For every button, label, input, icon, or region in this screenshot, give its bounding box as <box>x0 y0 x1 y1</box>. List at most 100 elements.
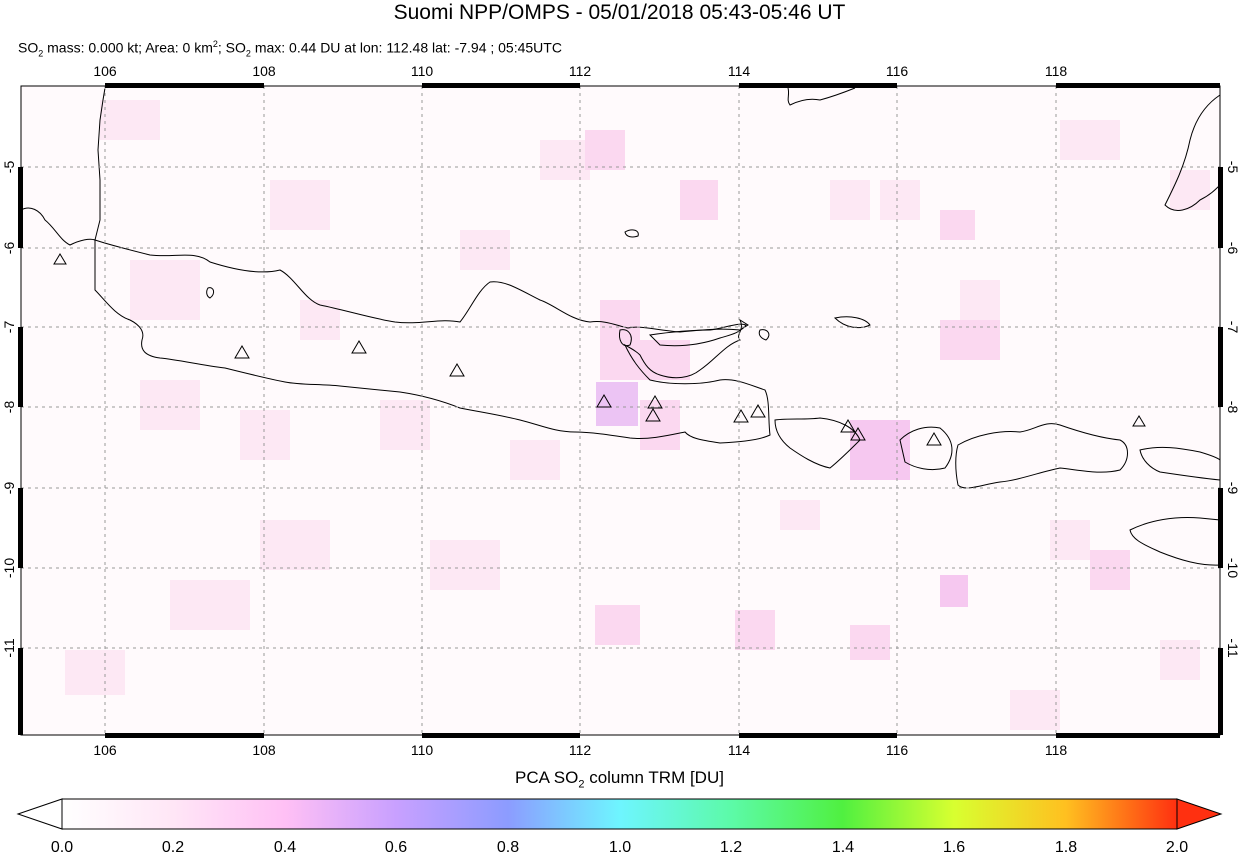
lon-label: 110 <box>411 63 434 79</box>
colorbar-right-arrow <box>1176 798 1223 830</box>
so2-pixel <box>260 520 330 570</box>
so2-pixel <box>1060 120 1120 160</box>
so2-pixel <box>596 382 638 426</box>
map-title: Suomi NPP/OMPS - 05/01/2018 05:43-05:46 … <box>393 1 846 24</box>
so2-pixel <box>850 420 910 480</box>
colorbar-tick-label: 1.8 <box>1055 839 1077 855</box>
border-bar <box>422 83 580 88</box>
lat-label: -10 <box>1225 558 1239 578</box>
border-bar <box>739 733 897 738</box>
so2-pixel <box>850 625 890 660</box>
colorbar-label: PCA SO2 column TRM [DU] <box>0 768 1239 794</box>
colorbar-label-sub: 2 <box>578 778 585 791</box>
lon-label: 106 <box>93 742 117 758</box>
border-bar <box>739 83 897 88</box>
lat-label: -6 <box>1225 242 1239 255</box>
triangle-volcano-icon <box>840 419 856 433</box>
lon-label: 112 <box>569 63 592 79</box>
so2-pixel <box>1170 170 1210 210</box>
colorbar-left-arrow <box>16 798 63 830</box>
lat-label: -8 <box>1 401 17 414</box>
lon-label: 106 <box>93 63 117 79</box>
java-coast <box>94 239 771 444</box>
so2-pixel <box>960 280 1000 320</box>
lon-label: 118 <box>1045 742 1068 758</box>
lat-labels-left: -5 -6 -7 -8 -9 -10 -11 <box>1 161 17 658</box>
so2-pixel <box>585 130 625 170</box>
lon-label: 108 <box>252 742 276 758</box>
so2-pixel <box>880 180 920 220</box>
so2-pixel <box>640 340 690 380</box>
triangle-volcano-icon <box>645 408 661 422</box>
sumba-coast <box>1129 517 1221 566</box>
island-coast <box>206 287 215 299</box>
lon-label: 112 <box>569 742 592 758</box>
so2-pixel <box>1090 550 1130 590</box>
lat-label: -5 <box>1 161 17 174</box>
subtitle-max-sub: 2 <box>245 48 251 59</box>
colorbar-tick-label: 1.2 <box>720 839 742 855</box>
lon-label: 108 <box>252 63 276 79</box>
map-subtitle: SO2 mass: 0.000 kt; Area: 0 km2; SO2 max… <box>18 35 562 62</box>
so2-pixel <box>270 180 330 230</box>
lon-label: 116 <box>886 63 909 79</box>
colorbar-tick-label: 0.6 <box>385 839 407 855</box>
so2-pixel <box>940 210 975 240</box>
triangle-volcano-icon <box>596 394 612 408</box>
colorbar-tick-label: 0.2 <box>162 839 184 855</box>
triangle-volcano-icon <box>1132 415 1146 427</box>
so2-pixel <box>510 440 560 480</box>
island-coast <box>619 329 632 347</box>
lat-label: -10 <box>1 558 17 578</box>
so2-pixel <box>430 540 500 590</box>
so2-map: 106 108 110 112 114 116 118 106 108 110 … <box>1 63 1239 758</box>
so2-pixel <box>300 300 340 340</box>
colorbar-tick-label: 0.8 <box>497 839 519 855</box>
lombok-coast <box>899 426 953 471</box>
border-bar <box>1218 327 1223 407</box>
lat-label: -11 <box>1225 638 1239 657</box>
bawean-coast <box>624 229 639 238</box>
so2-pixel <box>595 605 640 645</box>
colorbar-tick-label: 2.0 <box>1166 839 1188 855</box>
bali-coast <box>774 417 861 469</box>
kangean-coast <box>833 316 871 329</box>
subtitle-max-text: max: 0.44 DU at lon: 112.48 lat: -7.94 ;… <box>250 39 562 56</box>
so2-pixel <box>100 100 160 140</box>
so2-pixel <box>735 610 775 650</box>
so2-pixel <box>680 180 718 220</box>
lat-labels-right: -5 -6 -7 -8 -9 -10 -11 <box>1225 161 1239 658</box>
grid-lines <box>21 86 1220 735</box>
lat-label: -6 <box>1 242 17 255</box>
border-bar <box>18 648 23 735</box>
lon-label: 114 <box>728 742 751 758</box>
colorbar-tick-label: 1.4 <box>832 839 854 855</box>
colorbar-label-suffix: column TRM [DU] <box>584 768 724 787</box>
so2-pixel <box>65 650 125 695</box>
border-bar <box>18 167 23 248</box>
border-bar <box>1056 83 1220 88</box>
so2-pixel <box>140 380 200 430</box>
border-bar <box>105 83 264 88</box>
border-bar <box>1218 488 1223 568</box>
sulawesi-coast <box>1164 94 1221 211</box>
triangle-volcano-icon <box>926 432 942 446</box>
border-bar <box>1056 733 1220 738</box>
lat-label: -9 <box>1 482 17 495</box>
map-border-bars <box>18 83 1223 738</box>
lat-label: -11 <box>1 638 17 657</box>
lon-label: 116 <box>886 742 909 758</box>
triangle-volcano-icon <box>234 345 250 359</box>
subtitle-so2-prefix: SO <box>18 39 39 56</box>
colorbar-ticks: 0.0 0.2 0.4 0.6 0.8 1.0 1.2 1.4 1.6 1.8 … <box>51 839 1188 855</box>
triangle-volcano-icon <box>449 363 465 377</box>
subtitle-area-sup: 2 <box>212 39 218 49</box>
colorbar-tick-label: 1.6 <box>943 839 965 855</box>
borneo-coast <box>787 87 856 106</box>
lon-labels-top: 106 108 110 112 114 116 118 <box>93 63 1067 79</box>
colorbar-ramp <box>61 798 1178 830</box>
border-bar <box>422 733 580 738</box>
so2-pixel <box>540 140 590 180</box>
so2-pixel <box>830 180 870 220</box>
lon-label: 110 <box>411 742 434 758</box>
